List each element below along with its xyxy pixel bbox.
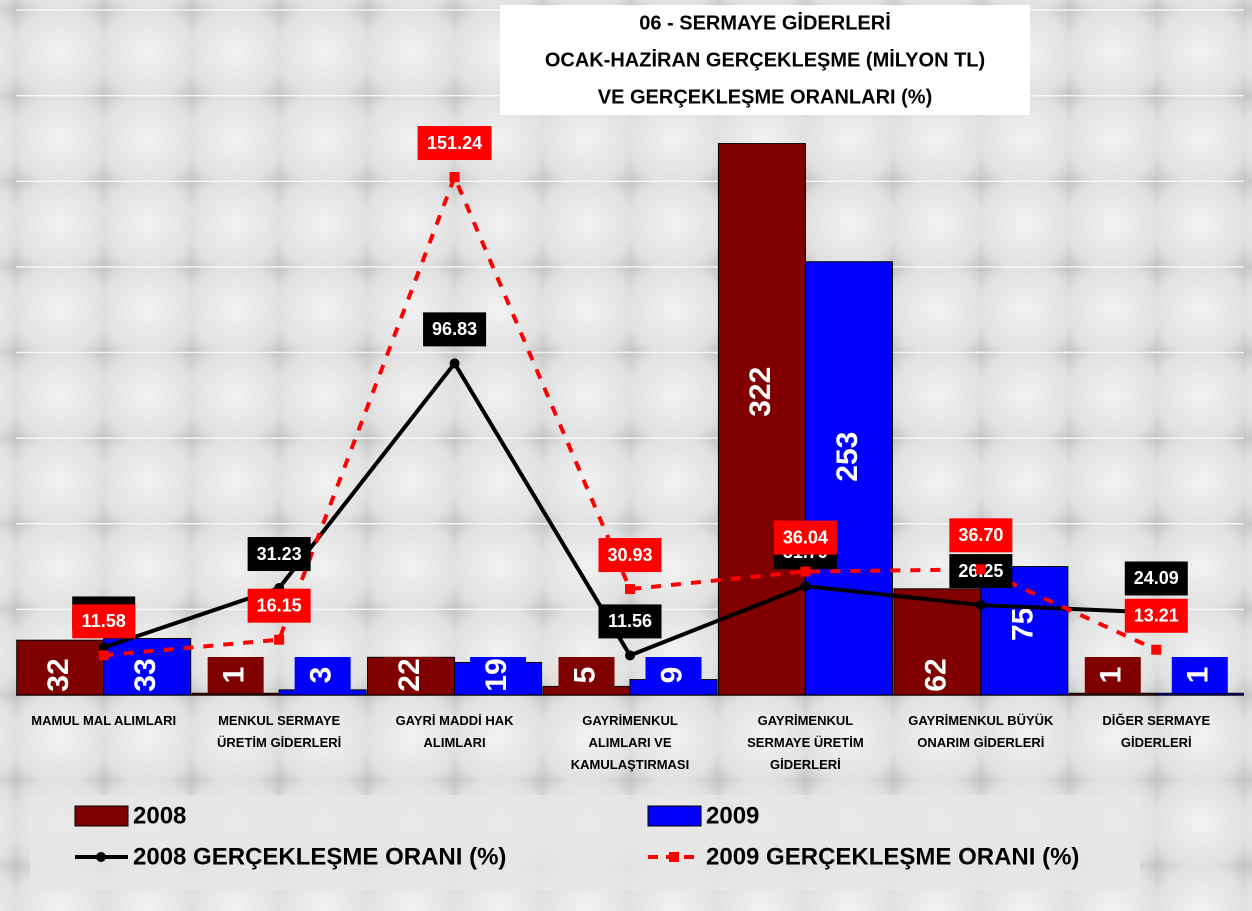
line-marker — [800, 581, 811, 592]
line-label: 24.09 — [1134, 568, 1179, 588]
line-marker — [625, 650, 635, 661]
line-label: 16.15 — [257, 595, 302, 615]
bar-label-box — [119, 657, 176, 693]
line-marker — [274, 634, 285, 645]
line-label: 11.56 — [608, 611, 652, 631]
bar-label: 19 — [480, 658, 513, 691]
bar-label: 322 — [744, 367, 777, 417]
x-tick-label: GAYRİMENKUL SERMAYE ÜRETİM GİDERLERİ — [747, 713, 864, 772]
line-label: 30.93 — [607, 545, 652, 565]
line-label-box — [1124, 598, 1188, 633]
legend-label: 2009 — [706, 802, 759, 829]
line-label-box — [773, 520, 837, 555]
bar-label-box — [1171, 657, 1228, 693]
bar-label-box — [909, 657, 966, 693]
legend-swatch — [647, 805, 702, 827]
bar-label: 75 — [1006, 608, 1039, 641]
title-box — [500, 5, 1030, 115]
bar — [1068, 692, 1157, 696]
bar — [804, 261, 893, 696]
x-tick-label: DİĞER SERMAYE GİDERLERİ — [1102, 713, 1211, 750]
legend-marker — [96, 852, 106, 862]
line-label-box — [598, 604, 662, 639]
line-label-box — [417, 126, 492, 161]
bar-label-box — [645, 657, 702, 693]
line-marker — [98, 642, 109, 653]
bar-label: 32 — [42, 658, 75, 691]
line-label-box — [423, 312, 487, 347]
line-marker — [98, 650, 109, 661]
x-tick-label: GAYRİMENKUL ALIMLARI VE KAMULAŞTIRMASI — [570, 713, 690, 772]
bar-label: 9 — [655, 667, 688, 684]
x-tick-label: GAYRİ MADDİ HAK ALIMLARI — [395, 713, 514, 750]
chart-title: 06 - SERMAYE GİDERLERİ — [639, 11, 891, 34]
line-label: 31.23 — [257, 544, 302, 564]
line-label-box — [247, 588, 311, 623]
bar-label: 3 — [305, 667, 338, 684]
line-label: 151.24 — [427, 133, 482, 153]
line-label: 36.70 — [958, 525, 1003, 545]
line-marker — [625, 584, 635, 595]
line-marker — [449, 358, 460, 369]
bar-label: 253 — [831, 432, 864, 482]
line-label-box — [949, 518, 1013, 553]
line-label-box — [598, 538, 662, 573]
bar-label: 62 — [919, 658, 952, 691]
bar-label-box — [32, 657, 89, 693]
x-tick-label: GAYRİMENKUL BÜYÜK ONARIM GİDERLERİ — [908, 713, 1054, 750]
bar-label-box — [383, 657, 440, 693]
bar — [1155, 692, 1244, 696]
legend-swatch — [74, 805, 129, 827]
legend-box — [30, 795, 1140, 890]
bar-label-box — [207, 657, 264, 693]
chart-title: OCAK-HAZİRAN GERÇEKLEŞME (MİLYON TL) — [545, 48, 985, 71]
bar — [191, 692, 280, 696]
line-marker — [449, 172, 460, 183]
bar-label-box — [558, 657, 615, 693]
bar-label: 1 — [1095, 667, 1128, 684]
line-label: 36.04 — [783, 527, 828, 547]
line-marker — [975, 564, 986, 575]
line-marker — [800, 566, 811, 577]
line-marker — [975, 600, 986, 611]
legend-label: 2009 GERÇEKLEŞME ORANI (%) — [706, 843, 1079, 870]
bar-label-box — [1084, 657, 1141, 693]
bar-label: 22 — [393, 658, 426, 691]
bar-label: 1 — [218, 667, 251, 684]
x-tick-label: MENKUL SERMAYE ÜRETİM GİDERLERİ — [217, 713, 342, 750]
legend-marker — [669, 852, 679, 862]
legend-label: 2008 GERÇEKLEŞME ORANI (%) — [133, 843, 506, 870]
bar-label-box — [470, 657, 527, 693]
line-marker — [1151, 644, 1162, 655]
bar-label: 1 — [1182, 667, 1215, 684]
x-tick-label: MAMUL MAL ALIMLARI — [31, 713, 177, 728]
chart-title: VE GERÇEKLEŞME ORANLARI (%) — [598, 86, 932, 108]
line-label-box — [72, 604, 136, 639]
line-label: 13.21 — [1134, 606, 1179, 626]
line-label: 11.58 — [82, 611, 126, 631]
bar — [717, 143, 806, 696]
bar-label: 33 — [129, 658, 162, 691]
bar-label-box — [294, 657, 351, 693]
line-label: 96.83 — [432, 319, 477, 339]
legend-label: 2008 — [133, 802, 186, 829]
line-label-box — [1124, 561, 1188, 596]
line-label-box — [247, 537, 311, 572]
bar-label: 5 — [568, 667, 601, 684]
